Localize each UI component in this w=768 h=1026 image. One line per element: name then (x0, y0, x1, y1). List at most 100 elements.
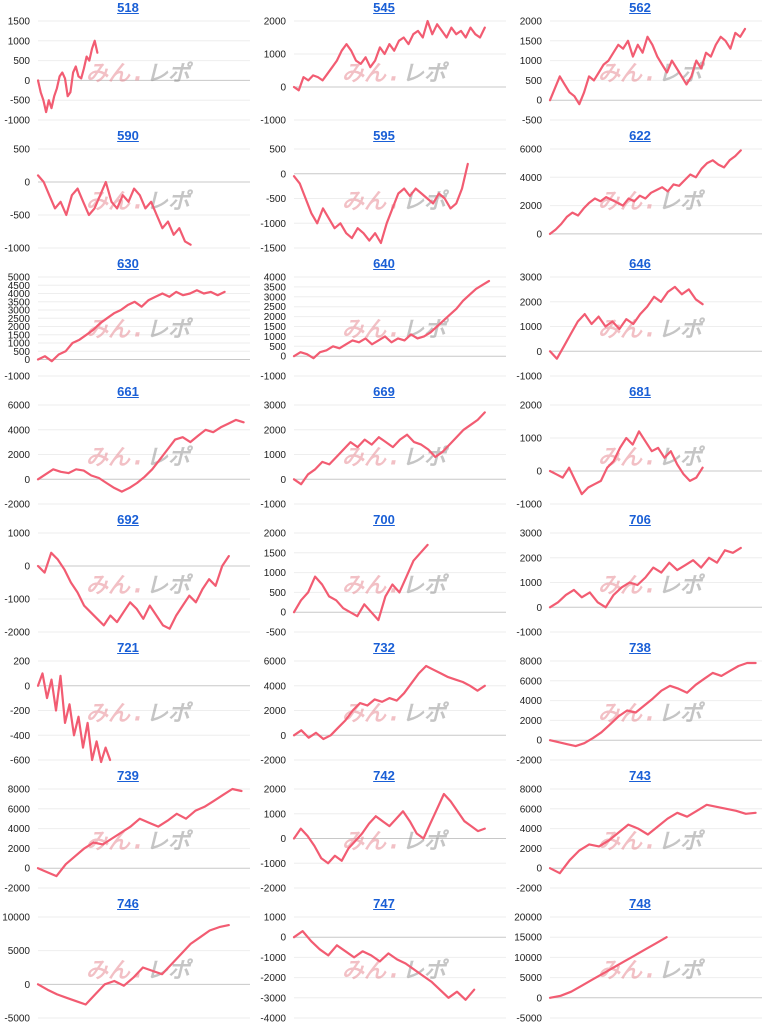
series-line (548, 661, 757, 748)
watermark-gray-text: レポ (658, 958, 706, 984)
watermark-logo: みん. レポ (598, 445, 706, 471)
watermark-gray-text: レポ (658, 829, 706, 855)
y-tick-label: -1500 (260, 244, 286, 255)
y-tick-label: -1000 (4, 372, 30, 383)
chart-title-link[interactable]: 595 (373, 128, 395, 143)
y-tick-label: 2000 (8, 450, 31, 461)
watermark-logo: みん. レポ (598, 958, 706, 984)
series-line (36, 551, 230, 630)
watermark-gray-text: レポ (658, 189, 706, 215)
chart-title-link[interactable]: 732 (373, 640, 395, 655)
chart-svg: -5000 0 5000 10000 15000 20000 みん. レポ (514, 913, 762, 1025)
chart-title-link[interactable]: 622 (629, 128, 651, 143)
chart-title-link[interactable]: 692 (117, 512, 139, 527)
y-tick-label: -2000 (4, 884, 30, 895)
chart-title-link[interactable]: 738 (629, 640, 651, 655)
watermark-red-text: みん (86, 959, 131, 984)
y-tick-label: 2000 (520, 297, 543, 308)
chart-title-link[interactable]: 562 (629, 0, 651, 15)
y-tick-label: -2000 (260, 973, 286, 984)
series-line (292, 279, 491, 360)
chart-title-link[interactable]: 545 (373, 0, 395, 15)
y-tick-label: 500 (269, 145, 286, 156)
y-tick-label: 0 (280, 83, 286, 94)
chart-svg: -1000 -500 0 500 1000 1500 みん. レポ (4, 17, 250, 127)
watermark-dot: . (646, 190, 654, 215)
y-tick-label: -1000 (260, 372, 286, 383)
chart-title-link[interactable]: 706 (629, 512, 651, 527)
series-line (548, 430, 704, 496)
chart-svg: -2000 -1000 0 1000 みん. レポ (4, 529, 250, 639)
y-tick-label: -2000 (4, 500, 30, 511)
y-tick-label: 1000 (8, 339, 31, 350)
y-tick-label: -1000 (260, 500, 286, 511)
y-tick-label: -1000 (260, 953, 286, 964)
y-tick-label: 5000 (520, 973, 543, 984)
series-line (548, 149, 742, 235)
watermark-red-text: みん (86, 702, 131, 727)
chart-title-link[interactable]: 748 (629, 896, 651, 911)
chart-title-link[interactable]: 661 (117, 384, 139, 399)
y-tick-label: 4000 (8, 425, 31, 436)
y-tick-label: -1000 (516, 372, 542, 383)
y-tick-label: 4000 (520, 696, 543, 707)
chart-panel-681: 681 -1000 0 1000 2000 みん. レポ (512, 384, 768, 512)
chart-svg: -1000 0 1000 2000 みん. レポ (260, 17, 506, 127)
watermark-logo: みん. レポ (86, 445, 194, 471)
y-tick-label: 1000 (264, 50, 287, 61)
y-tick-label: 4000 (264, 273, 287, 284)
y-tick-label: 10000 (514, 953, 542, 964)
chart-title-link[interactable]: 630 (117, 256, 139, 271)
watermark-dot: . (646, 318, 654, 343)
chart-title-link[interactable]: 747 (373, 896, 395, 911)
watermark-gray-text: レポ (146, 573, 194, 599)
chart-title-link[interactable]: 746 (117, 896, 139, 911)
series-line (292, 543, 429, 622)
chart-title-link[interactable]: 739 (117, 768, 139, 783)
chart-title-link[interactable]: 518 (117, 0, 139, 15)
watermark-red-text: みん (342, 830, 387, 855)
y-tick-label: 0 (280, 731, 286, 742)
y-tick-label: -1000 (4, 244, 30, 255)
chart-panel-748: 748 -5000 0 5000 10000 15000 20000 みん. レポ (512, 896, 768, 1026)
y-tick-label: 1000 (520, 434, 543, 445)
y-tick-label: 8000 (520, 657, 543, 668)
chart-title-link[interactable]: 590 (117, 128, 139, 143)
y-tick-label: -400 (10, 731, 30, 742)
y-tick-label: 0 (280, 933, 286, 944)
chart-title-link[interactable]: 742 (373, 768, 395, 783)
chart-panel-518: 518 -1000 -500 0 500 1000 1500 みん. レポ (0, 0, 256, 128)
chart-svg: -1500 -1000 -500 0 500 みん. レポ (260, 145, 506, 255)
y-tick-label: 2000 (520, 553, 543, 564)
y-tick-label: -2000 (516, 756, 542, 767)
y-tick-label: 500 (269, 588, 286, 599)
watermark-dot: . (390, 702, 398, 727)
y-tick-label: -600 (10, 756, 30, 767)
chart-panel-732: 732 -2000 0 2000 4000 6000 みん. レポ (256, 640, 512, 768)
chart-title-link[interactable]: 700 (373, 512, 395, 527)
y-tick-label: 1000 (264, 809, 287, 820)
y-tick-label: 2000 (264, 785, 287, 796)
series-line (36, 672, 112, 764)
y-tick-label: 0 (24, 178, 30, 189)
chart-title-link[interactable]: 669 (373, 384, 395, 399)
chart-panel-747: 747 -4000 -3000 -2000 -1000 0 1000 みん. レポ (256, 896, 512, 1026)
chart-title-link[interactable]: 640 (373, 256, 395, 271)
chart-title-link[interactable]: 721 (117, 640, 139, 655)
watermark-gray-text: レポ (146, 61, 194, 87)
series-line (36, 924, 230, 1006)
y-tick-label: -1000 (4, 595, 30, 606)
chart-panel-595: 595 -1500 -1000 -500 0 500 みん. レポ (256, 128, 512, 256)
chart-title-link[interactable]: 681 (629, 384, 651, 399)
watermark-red-text: みん (342, 62, 387, 87)
watermark-red-text: みん (342, 959, 387, 984)
y-tick-label: 1000 (264, 913, 287, 924)
chart-title-link[interactable]: 646 (629, 256, 651, 271)
watermark-logo: みん. レポ (598, 573, 706, 599)
chart-panel-661: 661 -2000 0 2000 4000 6000 みん. レポ (0, 384, 256, 512)
watermark-red-text: みん (86, 574, 131, 599)
watermark-gray-text: レポ (658, 701, 706, 727)
chart-title-link[interactable]: 743 (629, 768, 651, 783)
